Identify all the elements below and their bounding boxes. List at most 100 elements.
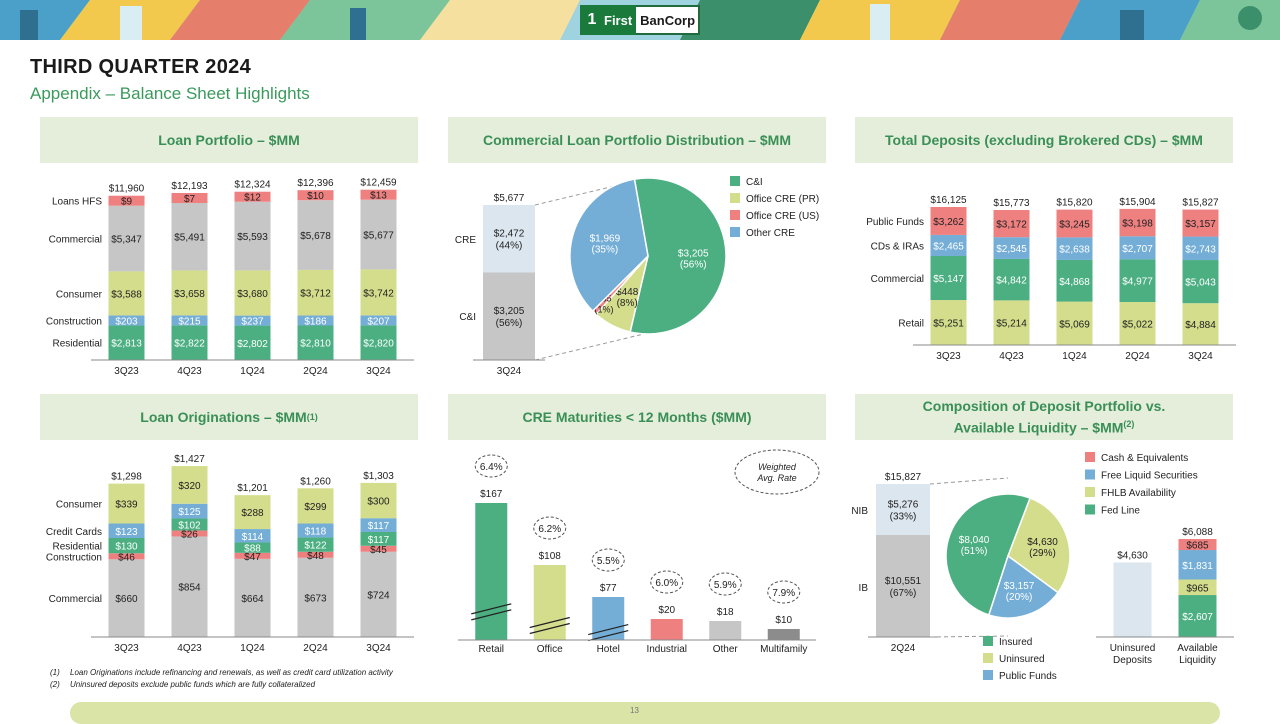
loan_portfolio-bar-residential-1q24 xyxy=(234,325,271,360)
deposit_composition_bar-pct-label: (67%) xyxy=(890,588,917,599)
loan_portfolio-total-label: $12,396 xyxy=(297,178,334,189)
cre-value-label: $167 xyxy=(480,489,503,500)
loan_originations-row-label-consumer: Consumer xyxy=(56,500,103,511)
loan_originations-value-label: $102 xyxy=(178,520,201,531)
liquidity_compare-bar-uninsured-deposits-uninsured-deposits xyxy=(1113,562,1152,637)
loan_portfolio-value-label: $203 xyxy=(115,316,138,327)
total_deposits-bar-cds-iras-3q24 xyxy=(1182,236,1219,261)
commercial_distribution_bar-total-label: $5,677 xyxy=(494,193,525,204)
loan_portfolio-total-label: $12,459 xyxy=(360,178,397,189)
commercial_distribution_pie-slice-other-cre xyxy=(569,178,649,313)
total_deposits-value-label: $3,172 xyxy=(996,220,1027,231)
total_deposits-bar-public-funds-4q23 xyxy=(993,210,1030,238)
deposit-comp-legend-swatch-public-funds xyxy=(983,670,993,680)
page-subtitle: Appendix – Balance Sheet Highlights xyxy=(30,84,310,103)
deposit_composition_bar-value-label: $5,276 xyxy=(888,500,919,511)
loan_originations-bar-residential-2q24 xyxy=(297,537,334,552)
loan_originations-total-label: $1,303 xyxy=(363,471,394,482)
total_deposits-value-label: $5,022 xyxy=(1122,320,1153,331)
loan_portfolio-value-label: $5,677 xyxy=(363,231,394,242)
commercial_distribution_pie-slice-c-i xyxy=(629,177,727,335)
loan_originations-bar-consumer-3q24 xyxy=(360,482,397,519)
loan_portfolio-value-label: $3,680 xyxy=(237,289,268,300)
deposit_composition_pie-slice-value: $4,630 xyxy=(1027,537,1058,548)
cre-value-label: $108 xyxy=(539,551,562,562)
commercial_distribution_bar-pct-label: (56%) xyxy=(496,318,523,329)
loan_originations-category-label: 4Q23 xyxy=(177,643,202,654)
panel-header-deposit-composition: Composition of Deposit Portfolio vs. Ava… xyxy=(855,394,1233,440)
loan_originations-bar-residential-3q24 xyxy=(360,531,397,546)
total_deposits-bar-cds-iras-2q24 xyxy=(1119,236,1156,260)
footnote-2: (2) Uninsured deposits exclude public fun… xyxy=(50,680,315,689)
commercial-dist-connector-top xyxy=(534,177,649,206)
loan_originations-bar-consumer-3q23 xyxy=(108,483,145,524)
commercial_distribution_bar-value-label: $3,205 xyxy=(494,306,525,317)
deposit-comp-legend-label: Public Funds xyxy=(999,671,1057,682)
liquidity_compare-bar-cash-equivalents-available-liquidity xyxy=(1178,539,1217,551)
cre-axis-break xyxy=(471,603,512,615)
loan_originations-bar-consumer-4q23 xyxy=(171,466,208,504)
total_deposits-bar-public-funds-3q23 xyxy=(930,207,967,235)
total_deposits-bar-cds-iras-3q23 xyxy=(930,234,967,257)
loan_originations-bar-residential-3q23 xyxy=(108,537,145,554)
loan_originations-bar-credit-cards-3q24 xyxy=(360,518,397,532)
deposit-comp-legend-label: Uninsured xyxy=(999,654,1045,665)
loan_portfolio-bar-commercial-4q23 xyxy=(171,202,208,271)
loan_portfolio-bar-commercial-2q24 xyxy=(297,200,334,270)
loan_originations-value-label: $114 xyxy=(242,532,264,543)
commercial-dist-connector-bottom xyxy=(534,332,649,361)
loan_originations-row-label-commercial: Commercial xyxy=(49,594,102,605)
total_deposits-total-label: $15,904 xyxy=(1119,197,1156,208)
loan_portfolio-bar-construction-4q23 xyxy=(171,315,208,326)
total_deposits-total-label: $16,125 xyxy=(930,195,967,206)
loan_originations-bar-commercial-1q24 xyxy=(234,558,271,637)
loan_originations-bar-commercial-4q23 xyxy=(171,536,208,637)
loan_portfolio-value-label: $10 xyxy=(307,191,324,202)
loan_portfolio-value-label: $237 xyxy=(241,317,264,328)
loan_portfolio-row-label-commercial: Commercial xyxy=(49,235,102,246)
footnote-1-num: (1) xyxy=(50,668,60,677)
liquidity-legend-swatch-fhlb-availability xyxy=(1085,487,1095,497)
commercial-dist-row-label-ci: C&I xyxy=(459,312,476,323)
loan_portfolio-bar-loans-hfs-4q23 xyxy=(171,192,208,203)
loan_portfolio-bar-commercial-1q24 xyxy=(234,201,271,271)
loan_portfolio-bar-loans-hfs-1q24 xyxy=(234,191,271,202)
loan_originations-category-label: 3Q24 xyxy=(366,643,391,654)
loan_originations-value-label: $118 xyxy=(305,526,327,537)
loan_portfolio-value-label: $3,742 xyxy=(363,288,394,299)
cre-bar-industrial xyxy=(650,619,683,640)
loan_originations-total-label: $1,201 xyxy=(237,483,268,494)
total_deposits-value-label: $5,043 xyxy=(1185,278,1216,289)
loan_portfolio-row-label-loans-hfs: Loans HFS xyxy=(52,197,102,208)
total_deposits-bar-commercial-4q23 xyxy=(993,258,1030,301)
loan_portfolio-value-label: $5,491 xyxy=(174,233,205,244)
loan_portfolio-value-label: $13 xyxy=(370,191,387,202)
deposit_composition_pie-slice-public-funds xyxy=(987,554,1060,619)
deposit-comp-connector-top xyxy=(929,477,1009,485)
total_deposits-value-label: $4,977 xyxy=(1122,277,1153,288)
loan_originations-value-label: $48 xyxy=(307,551,324,562)
total_deposits-value-label: $4,868 xyxy=(1059,277,1090,288)
deposit_composition_pie-slice-pct: (20%) xyxy=(1006,592,1033,603)
total_deposits-category-label: 1Q24 xyxy=(1062,351,1087,362)
commercial-dist-legend-swatch-office-cre-us xyxy=(730,210,740,220)
loan_portfolio-value-label: $2,820 xyxy=(363,339,394,350)
footer-bar xyxy=(70,702,1220,724)
footnote-1: (1) Loan Originations include refinancing… xyxy=(50,668,393,677)
cre-annotation-line1: Weighted xyxy=(758,462,797,472)
commercial_distribution_pie-slice-pct: (8%) xyxy=(617,298,638,309)
deposit-composition-sup: (2) xyxy=(1123,419,1135,430)
commercial-dist-legend-label: Office CRE (PR) xyxy=(746,194,819,205)
loan_originations-value-label: $46 xyxy=(118,552,135,563)
total_deposits-bar-public-funds-3q24 xyxy=(1182,209,1219,237)
panel-header-loan-portfolio: Loan Portfolio – $MM xyxy=(40,117,418,163)
total_deposits-row-label-public-funds: Public Funds xyxy=(866,217,924,228)
loan_portfolio-bar-consumer-3q24 xyxy=(360,269,397,316)
deposit_composition_pie-slice-uninsured xyxy=(1007,497,1071,594)
liquidity_compare-bar-fhlb-availability-available-liquidity xyxy=(1178,579,1217,596)
total_deposits-value-label: $3,262 xyxy=(933,217,964,228)
loan_originations-value-label: $660 xyxy=(115,594,138,605)
deposit_composition_bar-value-label: $10,551 xyxy=(885,576,922,587)
loan-originations-title: Loan Originations – $MM xyxy=(140,409,307,425)
loan_portfolio-total-label: $11,960 xyxy=(109,184,145,195)
